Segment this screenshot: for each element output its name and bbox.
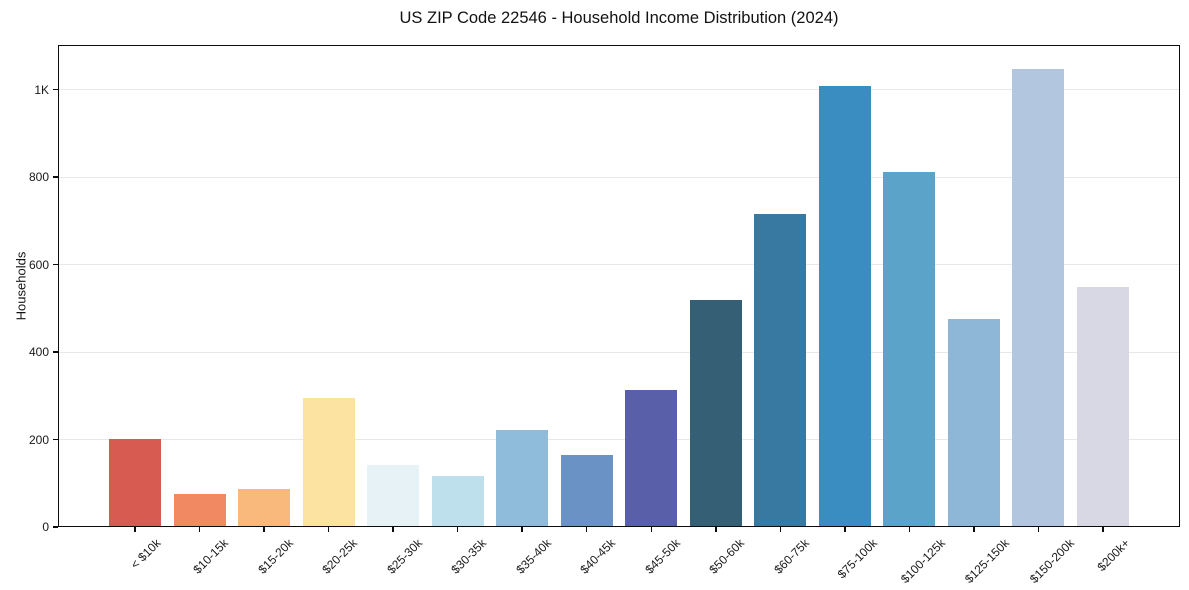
- x-tick-mark: [1037, 527, 1040, 532]
- x-tick-label: $60-75k: [771, 536, 812, 577]
- y-tick-mark: [53, 88, 58, 91]
- x-tick-mark: [844, 527, 846, 532]
- y-tick-label: 0: [42, 520, 49, 534]
- y-tick-mark: [53, 263, 58, 266]
- x-tick-mark: [456, 527, 459, 532]
- bar-1: [109, 439, 161, 527]
- x-tick-label: $20-25k: [319, 536, 361, 577]
- gridline: [58, 439, 1180, 441]
- y-tick-label: 400: [28, 345, 49, 360]
- y-tick-label: 1K: [34, 82, 49, 97]
- x-tick-mark: [908, 527, 911, 532]
- x-tick-label: $125-150k: [962, 536, 1013, 587]
- bar-6: [431, 475, 484, 527]
- x-tick-label: $100-125k: [897, 536, 948, 587]
- x-tick-mark: [1102, 527, 1104, 532]
- x-tick-label: < $10k: [127, 536, 164, 572]
- x-tick-mark: [973, 527, 975, 532]
- x-tick-mark: [650, 527, 653, 532]
- y-tick-label: 600: [28, 257, 49, 272]
- x-tick-label: $25-30k: [384, 536, 425, 577]
- gridline: [58, 176, 1180, 178]
- x-tick-label: $15-20k: [255, 536, 296, 577]
- x-tick-mark: [585, 527, 588, 532]
- bar-3: [238, 488, 291, 527]
- y-tick-mark: [53, 526, 58, 528]
- x-tick-mark: [715, 527, 717, 532]
- bar-10: [689, 299, 742, 527]
- gridline: [58, 351, 1180, 353]
- y-tick-mark: [53, 176, 58, 178]
- x-tick-label: $45-50k: [642, 536, 683, 577]
- y-tick-label: 800: [28, 170, 49, 185]
- bar-16: [1077, 286, 1129, 527]
- bar-14: [947, 319, 1000, 527]
- x-tick-label: $40-45k: [577, 536, 619, 577]
- bar-5: [367, 464, 420, 527]
- x-tick-mark: [392, 527, 394, 532]
- bar-7: [496, 429, 549, 527]
- bar-4: [302, 397, 355, 527]
- y-tick-mark: [53, 351, 58, 353]
- chart-title: US ZIP Code 22546 - Household Income Dis…: [399, 9, 839, 27]
- x-tick-label: $50-60k: [706, 536, 748, 577]
- y-tick-mark: [53, 438, 58, 441]
- bar-11: [754, 214, 807, 527]
- x-tick-label: $75-100k: [834, 536, 880, 582]
- gridline: [58, 89, 1180, 91]
- x-tick-label: $200k+: [1094, 536, 1133, 574]
- x-tick-mark: [198, 527, 201, 532]
- bar-9: [625, 390, 678, 527]
- bar-12: [818, 86, 871, 527]
- bar-13: [883, 171, 936, 527]
- x-tick-label: $30-35k: [448, 536, 490, 577]
- x-tick-label: $10-15k: [190, 536, 232, 577]
- x-tick-label: $35-40k: [513, 536, 554, 577]
- x-tick-mark: [134, 527, 136, 532]
- gridline: [58, 264, 1180, 266]
- y-tick-label: 200: [28, 432, 49, 447]
- x-tick-mark: [327, 527, 330, 532]
- x-tick-mark: [263, 527, 265, 532]
- bar-15: [1012, 68, 1065, 527]
- x-tick-mark: [521, 527, 523, 532]
- bar-2: [173, 494, 226, 527]
- bar-8: [560, 454, 613, 527]
- x-tick-mark: [779, 527, 782, 532]
- x-tick-label: $150-200k: [1026, 536, 1077, 587]
